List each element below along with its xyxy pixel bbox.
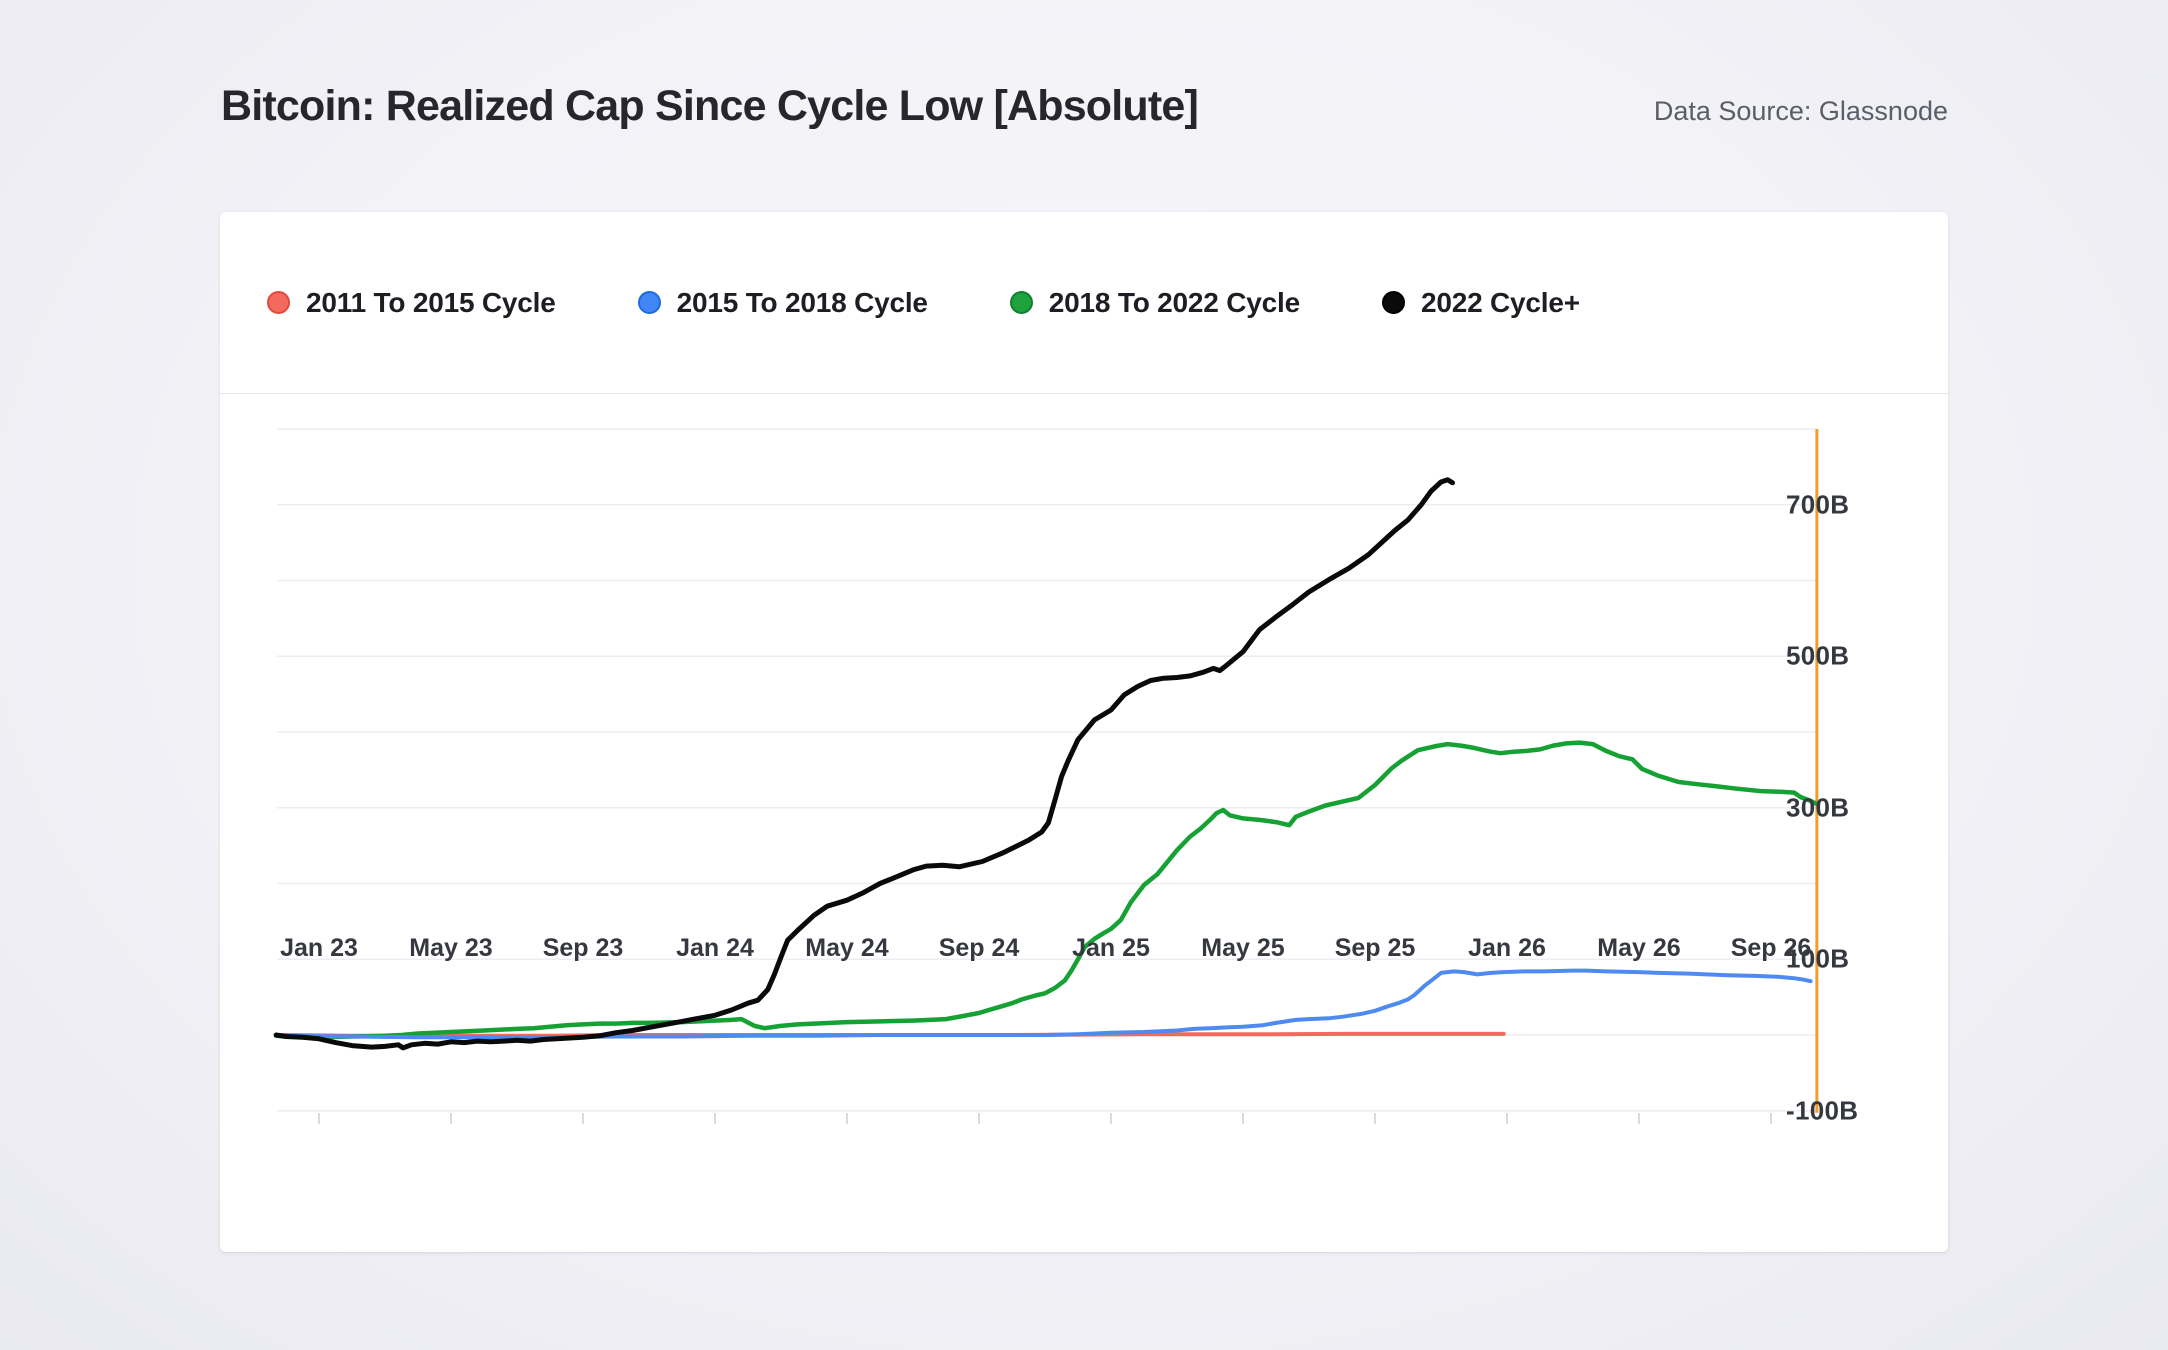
legend-item-2015-2018-cycle[interactable]: 2015 To 2018 Cycle bbox=[638, 287, 928, 319]
x-axis-label-jan-26: Jan 26 bbox=[1442, 934, 1572, 963]
legend-dot-red-icon bbox=[267, 291, 290, 314]
x-axis-label-sep-26: Sep 26 bbox=[1706, 934, 1836, 963]
page-root: { "page": { "title": "Bitcoin: Realized … bbox=[0, 0, 2168, 1350]
legend-label: 2018 To 2022 Cycle bbox=[1049, 287, 1300, 319]
line-chart[interactable] bbox=[277, 425, 1827, 1113]
legend-dot-blue-icon bbox=[638, 291, 661, 314]
legend-label: 2011 To 2015 Cycle bbox=[306, 287, 556, 319]
legend-dot-black-icon bbox=[1382, 291, 1405, 314]
data-source-label: Data Source: Glassnode bbox=[1654, 96, 1948, 127]
legend-item-2022-cycle-plus[interactable]: 2022 Cycle+ bbox=[1382, 287, 1580, 319]
legend-item-2011-2015-cycle[interactable]: 2011 To 2015 Cycle bbox=[267, 287, 556, 319]
x-axis-label-jan-25: Jan 25 bbox=[1046, 934, 1176, 963]
x-axis-label-jan-23: Jan 23 bbox=[254, 934, 384, 963]
x-axis-label-may-26: May 26 bbox=[1574, 934, 1704, 963]
legend-dot-green-icon bbox=[1010, 291, 1033, 314]
x-axis-label-may-23: May 23 bbox=[386, 934, 516, 963]
y-axis-label-300B: 300B bbox=[1786, 792, 1896, 823]
x-axis-label-jan-24: Jan 24 bbox=[650, 934, 780, 963]
x-axis-label-sep-24: Sep 24 bbox=[914, 934, 1044, 963]
x-axis-label-may-24: May 24 bbox=[782, 934, 912, 963]
y-axis-label--100B: -100B bbox=[1786, 1095, 1896, 1126]
chart-legend: 2011 To 2015 Cycle 2015 To 2018 Cycle 20… bbox=[220, 212, 1948, 394]
chart-card: 2011 To 2015 Cycle 2015 To 2018 Cycle 20… bbox=[220, 212, 1948, 1252]
page-title: Bitcoin: Realized Cap Since Cycle Low [A… bbox=[221, 82, 1198, 131]
x-axis-label-may-25: May 25 bbox=[1178, 934, 1308, 963]
x-axis-label-sep-23: Sep 23 bbox=[518, 934, 648, 963]
legend-label: 2015 To 2018 Cycle bbox=[677, 287, 928, 319]
page-header: Bitcoin: Realized Cap Since Cycle Low [A… bbox=[221, 82, 1948, 131]
series-line-2018-to-2022-cycle[interactable] bbox=[276, 743, 1817, 1038]
y-axis-label-500B: 500B bbox=[1786, 641, 1896, 672]
legend-item-2018-2022-cycle[interactable]: 2018 To 2022 Cycle bbox=[1010, 287, 1300, 319]
y-axis-label-700B: 700B bbox=[1786, 489, 1896, 520]
plot-area[interactable] bbox=[277, 425, 1827, 1113]
x-axis-label-sep-25: Sep 25 bbox=[1310, 934, 1440, 963]
legend-label: 2022 Cycle+ bbox=[1421, 287, 1580, 319]
